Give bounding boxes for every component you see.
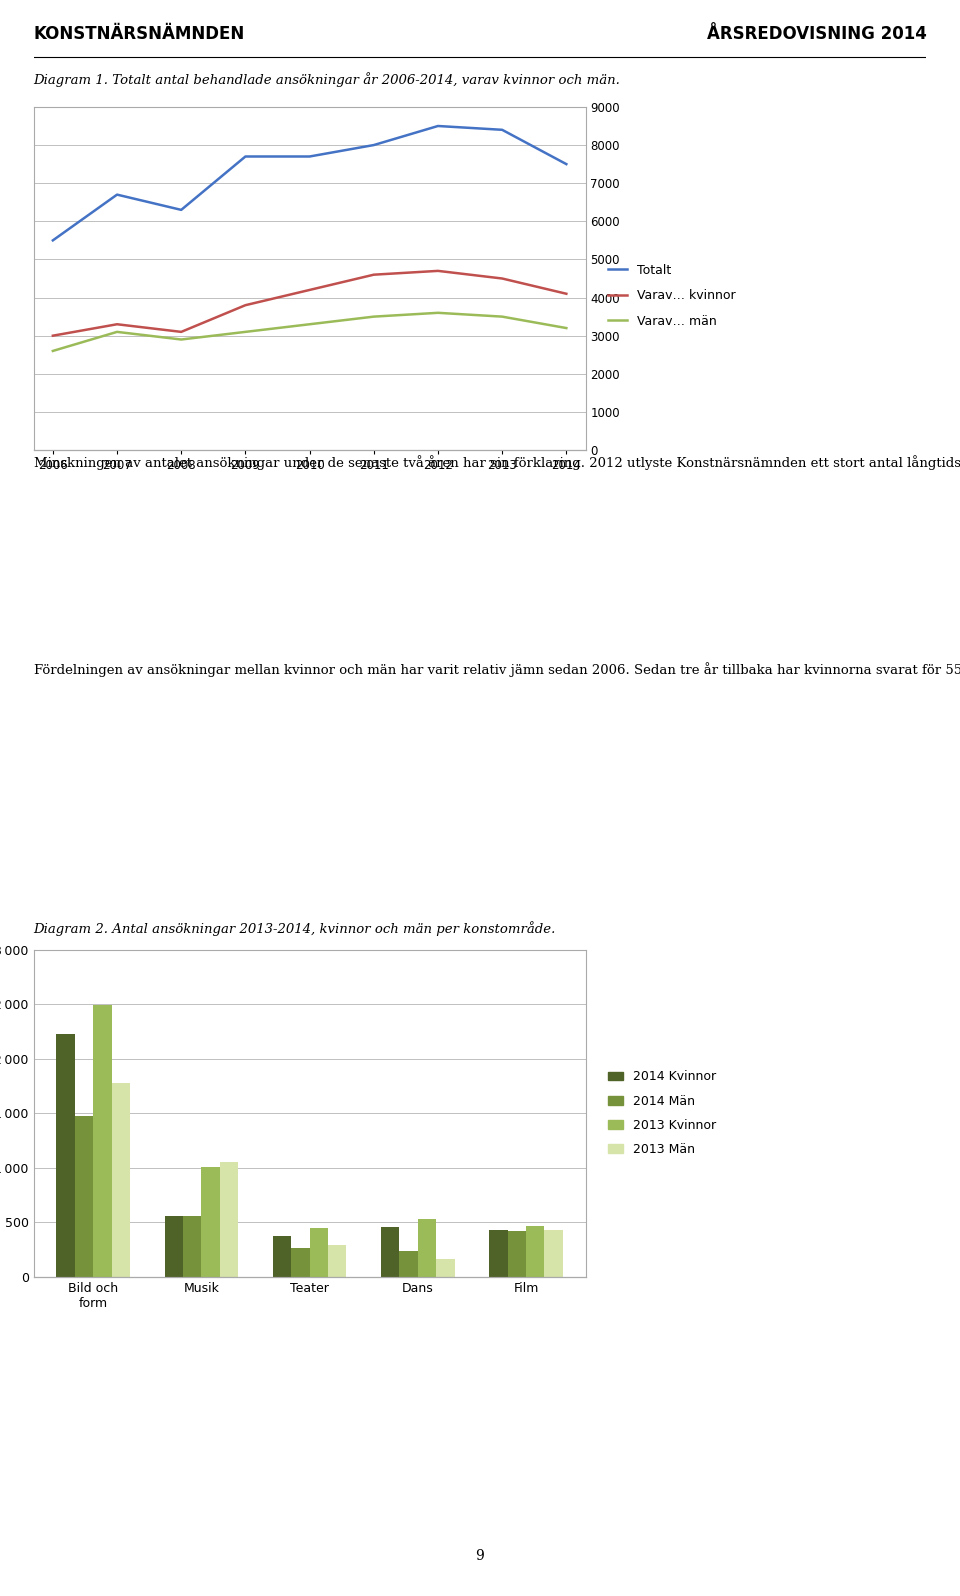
Bar xyxy=(220,1162,238,1277)
Bar xyxy=(490,1231,508,1277)
Text: Minskningen av antalet ansökningar under de senaste två åren har sin förklaring.: Minskningen av antalet ansökningar under… xyxy=(34,455,960,469)
Text: Diagram 2. Antal ansökningar 2013-2014, kvinnor och män per konstområde.: Diagram 2. Antal ansökningar 2013-2014, … xyxy=(34,921,556,937)
Text: ÅRSREDOVISNING 2014: ÅRSREDOVISNING 2014 xyxy=(707,24,926,43)
Legend: Totalt, Varav… kvinnor, Varav… män: Totalt, Varav… kvinnor, Varav… män xyxy=(609,263,735,327)
Text: 9: 9 xyxy=(475,1550,485,1562)
Bar xyxy=(526,1226,544,1277)
Bar xyxy=(183,1216,202,1277)
Bar xyxy=(164,1216,183,1277)
Text: KONSTNÄRSNÄMNDEN: KONSTNÄRSNÄMNDEN xyxy=(34,24,245,43)
Bar xyxy=(57,1034,75,1277)
Bar xyxy=(75,1116,93,1277)
Bar xyxy=(508,1231,526,1277)
Legend: 2014 Kvinnor, 2014 Män, 2013 Kvinnor, 2013 Män: 2014 Kvinnor, 2014 Män, 2013 Kvinnor, 20… xyxy=(609,1071,716,1156)
Bar xyxy=(418,1219,436,1277)
Bar xyxy=(273,1235,291,1277)
Bar xyxy=(436,1259,455,1277)
Text: Fördelningen av ansökningar mellan kvinnor och män har varit relativ jämn sedan : Fördelningen av ansökningar mellan kvinn… xyxy=(34,662,960,677)
Bar xyxy=(544,1231,563,1277)
Bar xyxy=(93,1005,111,1277)
Text: Diagram 1. Totalt antal behandlade ansökningar år 2006-2014, varav kvinnor och m: Diagram 1. Totalt antal behandlade ansök… xyxy=(34,72,620,88)
Bar xyxy=(381,1227,399,1277)
Bar xyxy=(111,1082,130,1277)
Bar xyxy=(399,1251,418,1277)
Bar xyxy=(291,1248,309,1277)
Bar xyxy=(202,1167,220,1277)
Bar xyxy=(309,1227,328,1277)
Bar xyxy=(328,1245,347,1277)
